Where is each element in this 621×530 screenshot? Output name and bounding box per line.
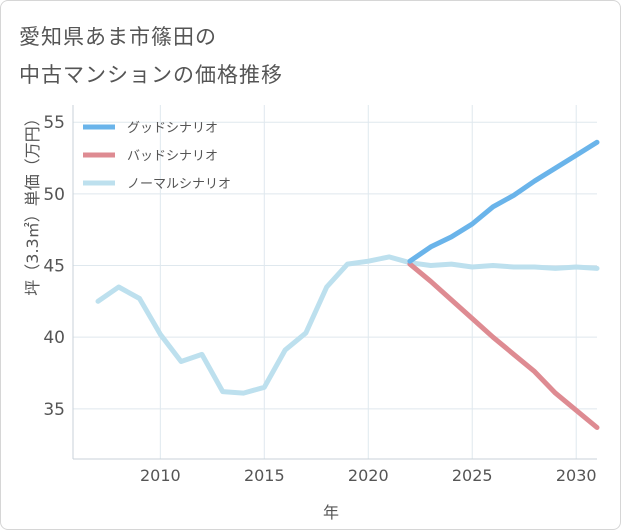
y-tick-label: 50 — [43, 185, 65, 205]
x-axis-label: 年 — [323, 503, 340, 522]
series-line-normal — [95, 254, 600, 396]
series-line-bad — [407, 261, 600, 430]
chart-title-line-1: 愛知県あま市篠田の — [19, 25, 217, 49]
chart-title-line-2: 中古マンションの価格推移 — [19, 63, 283, 87]
legend-label-bad: バッドシナリオ — [127, 149, 218, 164]
x-tick-label: 2025 — [452, 466, 493, 485]
x-tick-label: 2020 — [348, 466, 389, 485]
y-tick-label: 35 — [43, 400, 65, 420]
y-axis-label: 坪（3.3㎡）単価（万円） — [23, 110, 42, 296]
x-tick-label: 2015 — [244, 466, 285, 485]
x-tick-label: 2030 — [556, 466, 597, 485]
series-line-good — [407, 139, 600, 264]
x-tick-label: 2010 — [140, 466, 181, 485]
legend-label-good: グッドシナリオ — [127, 121, 218, 136]
y-tick-label: 45 — [43, 257, 65, 277]
y-tick-label: 55 — [43, 113, 65, 133]
y-tick-label: 40 — [43, 328, 65, 348]
legend-label-normal: ノーマルシナリオ — [127, 177, 231, 192]
